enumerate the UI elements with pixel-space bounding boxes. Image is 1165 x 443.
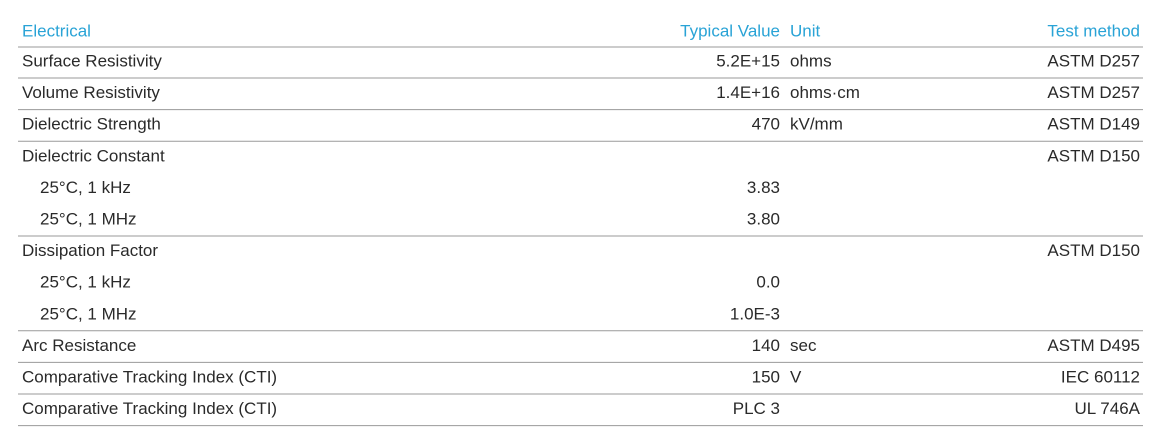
property-cell: Comparative Tracking Index (CTI) [22, 399, 277, 418]
condition-cell: 25°C, 1 MHz [40, 304, 137, 323]
method-cell: ASTM D149 [1047, 115, 1140, 134]
property-cell: Comparative Tracking Index (CTI) [22, 367, 277, 386]
value-cell: 1.0E-3 [730, 304, 780, 323]
value-cell: 140 [752, 336, 780, 355]
header-cell: Test method [1047, 21, 1140, 40]
property-cell: Volume Resistivity [22, 83, 160, 102]
property-cell: Surface Resistivity [22, 51, 162, 70]
value-cell: 470 [752, 115, 780, 134]
method-cell: UL 746A [1074, 399, 1140, 418]
header-cell: Electrical [22, 21, 91, 40]
condition-cell: 25°C, 1 kHz [40, 273, 131, 292]
unit-cell: ohms [790, 51, 832, 70]
header-cell: Unit [790, 21, 821, 40]
unit-cell: kV/mm [790, 115, 843, 134]
unit-cell: sec [790, 336, 817, 355]
value-cell: 3.83 [747, 178, 780, 197]
method-cell: ASTM D150 [1047, 241, 1140, 260]
method-cell: ASTM D150 [1047, 146, 1140, 165]
value-cell: 5.2E+15 [716, 51, 780, 70]
value-cell: 3.80 [747, 209, 780, 228]
property-cell: Dielectric Strength [22, 115, 161, 134]
condition-cell: 25°C, 1 MHz [40, 209, 137, 228]
unit-cell: ohms·cm [790, 83, 860, 102]
method-cell: ASTM D257 [1047, 83, 1140, 102]
value-cell: 1.4E+16 [716, 83, 780, 102]
method-cell: ASTM D257 [1047, 51, 1140, 70]
property-cell: Dielectric Constant [22, 146, 165, 165]
value-cell: 0.0 [756, 273, 780, 292]
property-cell: Dissipation Factor [22, 241, 158, 260]
condition-cell: 25°C, 1 kHz [40, 178, 131, 197]
method-cell: ASTM D495 [1047, 336, 1140, 355]
value-cell: PLC 3 [733, 399, 780, 418]
method-cell: IEC 60112 [1061, 367, 1140, 386]
value-cell: 150 [752, 367, 780, 386]
header-cell: Typical Value [680, 21, 780, 40]
unit-cell: V [790, 367, 802, 386]
property-cell: Arc Resistance [22, 336, 136, 355]
